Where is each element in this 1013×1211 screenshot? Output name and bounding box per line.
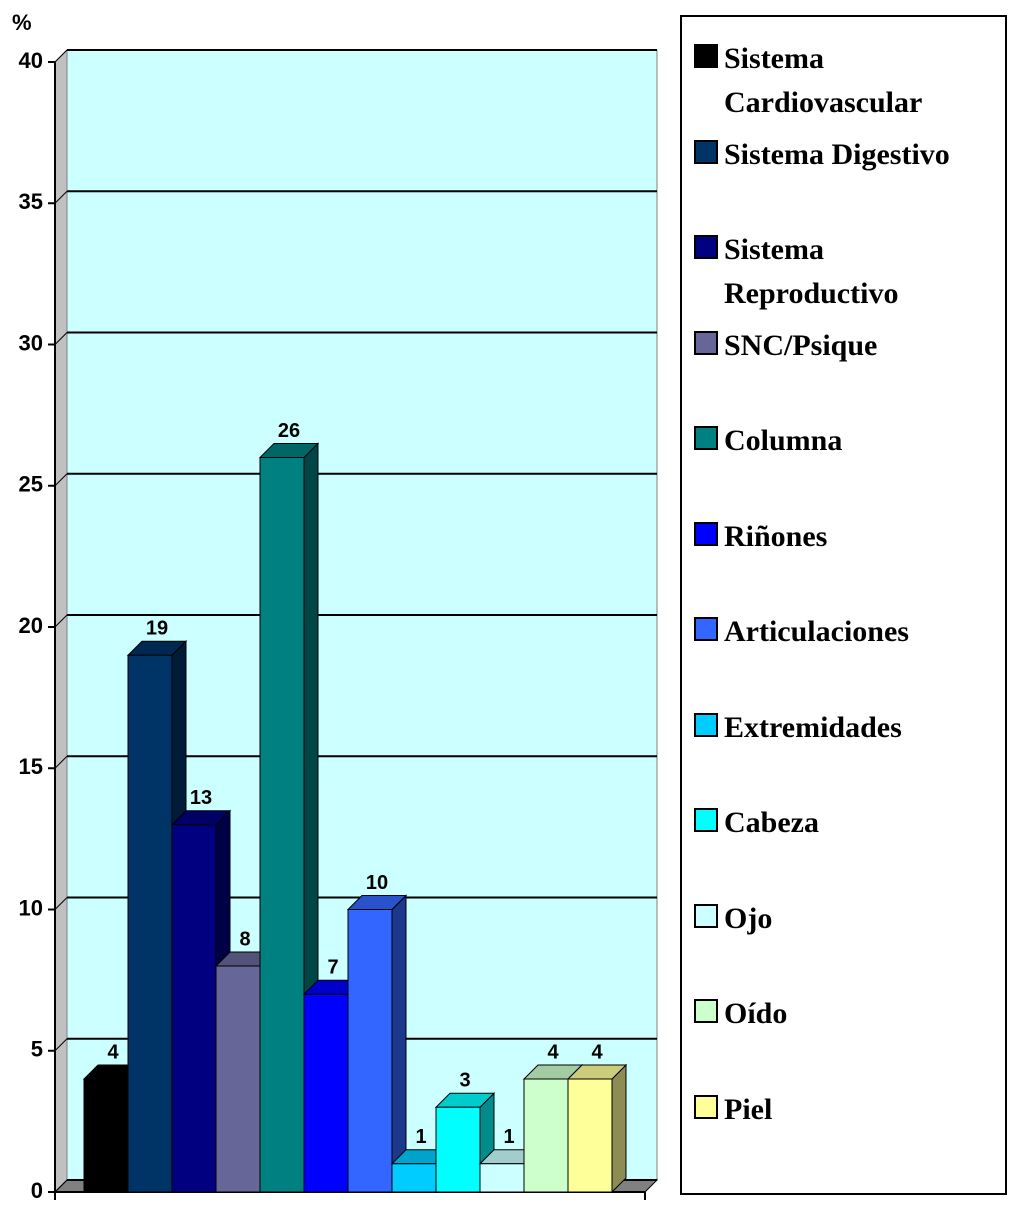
grid-side — [54, 190, 68, 204]
legend-swatch — [694, 235, 718, 259]
legend-swatch — [694, 426, 718, 450]
bar — [259, 457, 305, 1193]
legend-label: Extremidades — [724, 710, 902, 744]
legend-item: Extremidades — [682, 706, 1005, 802]
value-label: 13 — [190, 787, 212, 809]
y-tick-label: 25 — [19, 472, 43, 497]
bar — [83, 1078, 129, 1193]
y-tick-label: 40 — [19, 48, 43, 73]
value-label: 10 — [366, 872, 388, 894]
legend-swatch — [694, 712, 718, 737]
value-label: 7 — [327, 957, 338, 979]
legend-item: Columna — [682, 419, 1005, 515]
value-label: 26 — [278, 420, 300, 442]
value-label: 4 — [591, 1041, 603, 1063]
legend-label: Riñones — [724, 519, 828, 553]
legend-item: Ojo — [682, 897, 1005, 993]
legend-swatch — [694, 521, 718, 546]
legend-swatch — [694, 330, 718, 355]
legend-label: Articulaciones — [724, 615, 909, 648]
grid-side — [54, 897, 68, 910]
grid-side — [54, 1038, 68, 1052]
y-tick-label: 20 — [19, 613, 43, 638]
legend-label: Oído — [724, 997, 788, 1030]
bar — [347, 909, 393, 1193]
legend-swatch — [694, 139, 718, 164]
bar-side — [611, 1063, 627, 1194]
y-tick-label: 30 — [19, 330, 43, 355]
bar-side — [391, 894, 407, 1194]
legend-item: Sistema Reproductivo — [682, 228, 1005, 324]
y-tick-label: 10 — [19, 895, 43, 920]
legend-label: Cabeza — [724, 806, 819, 839]
grid-side — [54, 332, 68, 345]
legend-item: Sistema Cardiovascular — [682, 37, 1005, 133]
legend-swatch — [694, 1094, 718, 1119]
y-tick-label: 5 — [31, 1037, 43, 1062]
legend-item: Piel — [682, 1088, 1005, 1184]
legend-swatch — [694, 44, 718, 68]
legend-swatch — [694, 808, 718, 832]
legend: Sistema Cardiovascular Sistema Digestivo S… — [680, 15, 1007, 1195]
y-tick-label: 15 — [19, 754, 43, 779]
grid-side — [54, 1179, 68, 1193]
value-label: 1 — [503, 1126, 514, 1148]
y-tick-label: 35 — [19, 189, 43, 214]
grid-side — [54, 49, 68, 63]
legend-item: Articulaciones — [682, 610, 1005, 706]
bar — [523, 1078, 569, 1193]
bar — [435, 1106, 481, 1193]
bar — [171, 824, 217, 1193]
bar — [215, 965, 261, 1193]
value-label: 19 — [146, 618, 168, 640]
bar — [567, 1078, 613, 1193]
legend-item: Riñones — [682, 515, 1005, 611]
legend-label: Ojo — [724, 901, 773, 935]
legend-label: SNC/Psique — [724, 328, 878, 362]
grid-side — [54, 473, 68, 487]
legend-swatch — [694, 617, 718, 641]
legend-item: SNC/Psique — [682, 324, 1005, 420]
legend-item: Cabeza — [682, 801, 1005, 897]
value-label: 8 — [239, 928, 250, 950]
value-label: 3 — [459, 1070, 470, 1092]
legend-label: Sistema Reproductivo — [724, 233, 899, 310]
legend-item: Oído — [682, 992, 1005, 1088]
grid-side — [54, 614, 68, 628]
bar — [479, 1163, 525, 1193]
grid-side — [54, 755, 68, 769]
value-label: 1 — [415, 1126, 426, 1148]
legend-label: Sistema Digestivo — [724, 137, 950, 171]
y-axis-label: % — [12, 10, 32, 35]
legend-item: Sistema Digestivo — [682, 133, 1005, 229]
bar — [391, 1163, 437, 1193]
legend-swatch — [694, 903, 718, 928]
legend-label: Sistema Cardiovascular — [724, 42, 923, 119]
value-label: 4 — [107, 1041, 119, 1063]
bar — [303, 993, 349, 1193]
bar — [127, 654, 173, 1193]
legend-swatch — [694, 999, 718, 1023]
value-label: 4 — [547, 1041, 559, 1063]
y-tick-label: 0 — [31, 1178, 43, 1203]
legend-label: Piel — [724, 1092, 773, 1126]
legend-label: Columna — [724, 424, 843, 457]
